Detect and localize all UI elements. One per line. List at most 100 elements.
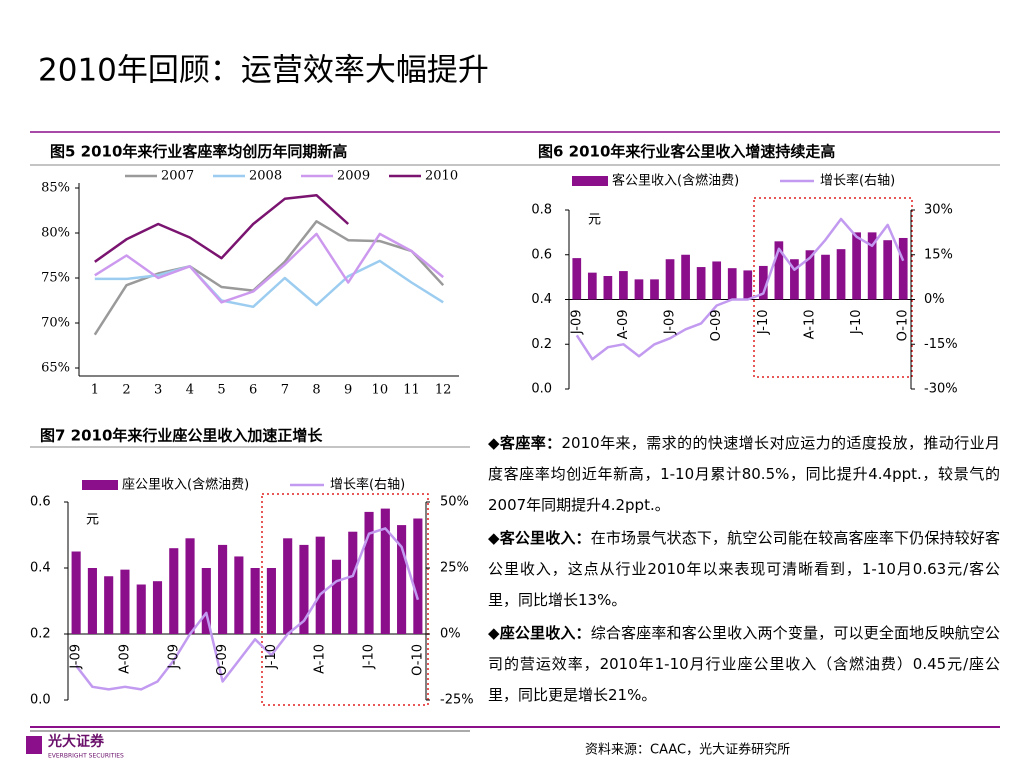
y-tick-label: 0.6 [30,495,51,510]
y2-tick-label: 50% [440,495,469,510]
legend-label: 客公里收入(含燃油费) [612,173,739,189]
bar [681,254,690,300]
x-tick-label: J-09 [663,310,678,336]
series-line [75,527,420,691]
note: ◆座公里收入：综合客座率和客公里收入两个变量，可以更全面地反映航空公司的营运效率… [488,618,1000,711]
bar [634,279,644,300]
note-label: ◆座公里收入： [488,624,591,642]
x-tick-label: 4 [186,383,194,398]
x-tick-label: J-10 [756,310,771,336]
bar [413,518,423,634]
y-tick-label: 65% [41,361,70,376]
x-tick-label: 2 [122,383,130,398]
legend-label: 增长率(右轴) [820,173,895,189]
bar [774,241,784,300]
chart-title: 图5 2010年来行业客座率均创历年同期新高 [50,143,347,161]
bar [397,525,407,634]
note: ◆客公里收入：在市场景气状态下，航空公司能在较高客座率下仍保持较好客公里收入，这… [488,523,1000,616]
x-tick-label: 3 [154,383,162,398]
legend-label: 增长率(右轴) [330,477,405,493]
bar [218,544,228,634]
bar [805,250,815,300]
bar [120,569,130,634]
bar [898,237,908,300]
series-line [575,217,905,361]
bar [821,254,830,300]
bar [712,261,722,300]
x-tick-label: 12 [435,383,452,398]
note-label: ◆客公里收入： [488,529,591,547]
logo-name: 光大证券 [47,733,105,750]
x-tick-label: J-09 [69,644,84,670]
note: ◆客座率：2010年来，需求的的快速增长对应运力的适度投放，推动行业月度客座率均… [488,428,1000,521]
chart-title: 图7 2010年来行业座公里收入加速正增长 [40,427,323,445]
bar [380,508,390,634]
x-tick-label: A-09 [616,310,631,340]
notes: ◆客座率：2010年来，需求的的快速增长对应运力的适度投放，推动行业月度客座率均… [488,428,1000,713]
legend-label: 2007 [161,169,194,184]
y-tick-label: 0.0 [531,382,552,397]
bar [234,556,244,634]
y-tick-label: 80% [41,226,70,241]
y-tick-label: 0.0 [30,693,51,708]
y-tick-label: 70% [41,316,70,331]
x-tick-label: O-09 [709,310,724,342]
bar [603,276,613,300]
x-tick-label: 7 [281,383,289,398]
series-line [94,193,350,263]
bar [152,581,163,634]
x-tick-label: A-10 [802,310,817,340]
bar [364,511,374,634]
bar [283,538,293,634]
series-line [94,232,444,304]
bar [572,258,582,300]
bar [867,232,877,300]
legend-label: 2008 [249,169,282,184]
slide-title: 2010年回顾：运营效率大幅提升 [38,53,489,89]
y-tick-label: 0.6 [531,247,552,262]
x-tick-label: 6 [249,383,257,398]
x-tick-label: J-10 [849,310,864,336]
bar [185,538,195,634]
source-note: 资料来源：CAAC，光大证券研究所 [585,742,790,758]
bar [852,232,861,300]
highlight-box [753,197,913,378]
bar [71,551,81,634]
x-tick-label: J-10 [264,644,279,670]
chart-title: 图6 2010年来行业客公里收入增速持续走高 [538,143,835,161]
y-tick-label: 85% [41,181,70,196]
x-tick-label: J-09 [166,644,181,670]
x-tick-label: J-10 [362,644,377,670]
legend-label: 座公里收入(含燃油费) [122,477,249,493]
bar [727,268,737,300]
y2-tick-label: 0% [924,292,945,307]
bar [266,568,276,634]
y2-tick-label: -25% [440,693,474,708]
legend-swatch [82,480,118,490]
unit-label: 元 [588,213,601,228]
y-tick-label: 0.2 [30,627,51,642]
bar [790,259,799,300]
y-tick-label: 75% [41,271,70,286]
y2-tick-label: -15% [924,337,958,352]
series-line [94,259,444,309]
x-tick-label: J-09 [569,310,584,336]
x-tick-label: 9 [344,383,352,398]
bar [315,536,325,634]
bar [169,548,179,634]
bar [299,544,309,634]
x-tick-label: 11 [403,383,420,398]
x-tick-label: O-10 [896,310,911,342]
bar [696,267,706,300]
bar [758,265,768,300]
y-tick-label: 0.4 [531,292,552,307]
bar [665,259,675,300]
bar [348,531,358,634]
highlight-box [261,493,429,706]
bar [87,568,97,634]
x-tick-label: O-09 [215,644,230,676]
bar [250,568,260,634]
bar [619,271,628,300]
logo-subtitle: EVERBRIGHT SECURITIES [48,753,124,760]
